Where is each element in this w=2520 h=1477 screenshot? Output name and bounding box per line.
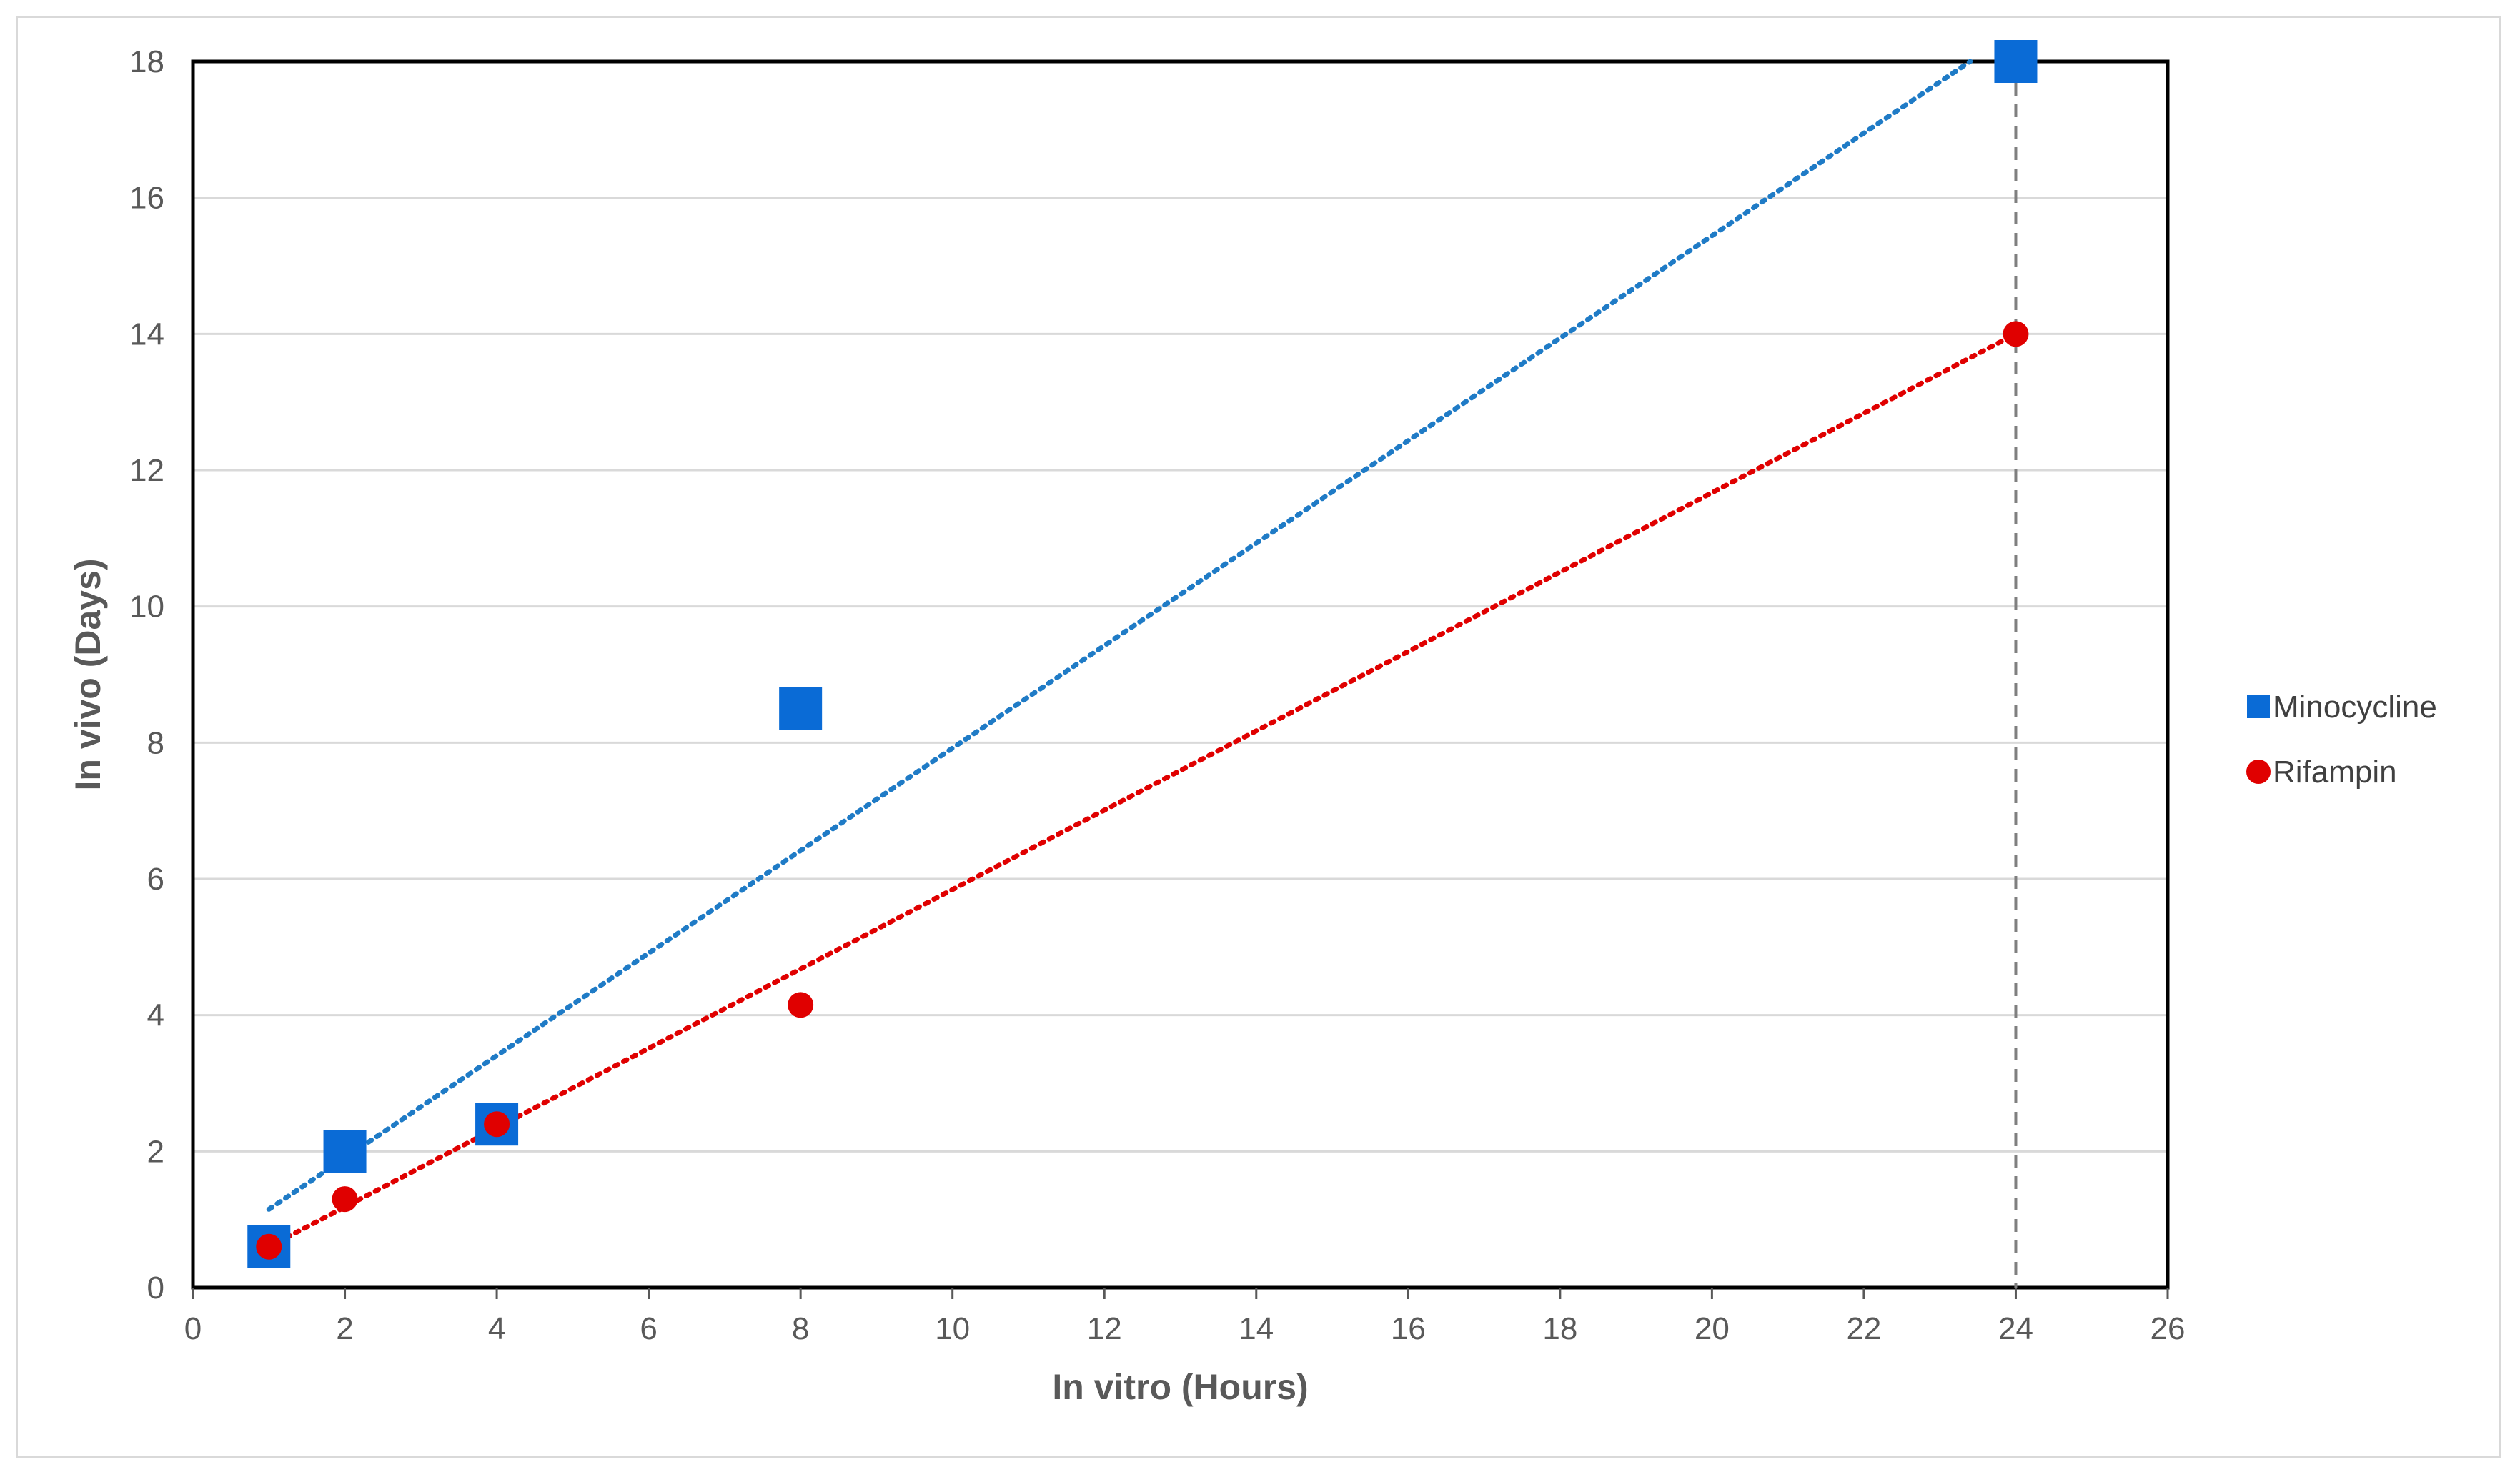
minocycline-point-4	[1994, 40, 2038, 83]
y-tick-label-0: 0	[147, 1270, 164, 1306]
x-tick-label-0: 0	[184, 1311, 202, 1346]
x-tick-label-6: 6	[640, 1311, 657, 1346]
rifampin-point-1	[332, 1186, 358, 1213]
rifampin-point-3	[788, 992, 814, 1018]
x-tick-label-24: 24	[1998, 1311, 2033, 1346]
x-tick-label-18: 18	[1542, 1311, 1577, 1346]
x-tick-label-14: 14	[1239, 1311, 1274, 1346]
y-tick-label-18: 18	[129, 44, 164, 79]
rifampin-point-0	[256, 1233, 282, 1260]
x-tick-label-4: 4	[488, 1311, 505, 1346]
minocycline-point-1	[323, 1130, 367, 1173]
trendline-rifampin	[266, 331, 2018, 1250]
y-axis-title: In vivo (Days)	[68, 558, 108, 790]
x-tick-label-2: 2	[336, 1311, 353, 1346]
y-tick-label-4: 4	[147, 998, 164, 1033]
rifampin-point-4	[2003, 321, 2029, 347]
y-tick-label-2: 2	[147, 1134, 164, 1169]
legend: Minocycline Rifampin	[2246, 690, 2437, 790]
trendlines	[266, 59, 2018, 1250]
x-tick-label-16: 16	[1391, 1311, 1426, 1346]
x-tick-label-20: 20	[1695, 1311, 1730, 1346]
y-axis-ticks: 0 2 4 6 8 10 12 14 16 18	[129, 44, 164, 1306]
x-tick-label-22: 22	[1846, 1311, 1881, 1346]
plot-area-border	[191, 59, 2170, 1290]
legend-label-minocycline: Minocycline	[2273, 690, 2437, 725]
y-tick-label-10: 10	[129, 590, 164, 625]
y-tick-label-8: 8	[147, 725, 164, 760]
data-markers	[247, 40, 2038, 1268]
x-axis-ticks: 0 2 4 6 8 10 12 14 16 18 20 22 24 26	[184, 1288, 2186, 1346]
x-tick-label-26: 26	[2151, 1311, 2186, 1346]
chart-frame	[16, 16, 2501, 1458]
x-tick-label-10: 10	[935, 1311, 970, 1346]
x-axis-title: In vitro (Hours)	[1052, 1367, 1308, 1407]
minocycline-point-3	[779, 687, 823, 730]
legend-label-rifampin: Rifampin	[2273, 755, 2397, 790]
y-tick-label-6: 6	[147, 862, 164, 897]
x-tick-label-12: 12	[1087, 1311, 1122, 1346]
legend-marker-rifampin	[2246, 760, 2271, 784]
y-tick-label-16: 16	[129, 181, 164, 216]
legend-marker-minocycline	[2247, 695, 2270, 718]
x-tick-label-8: 8	[792, 1311, 809, 1346]
trendline-minocycline	[266, 59, 1973, 1212]
y-tick-label-14: 14	[129, 317, 164, 352]
y-tick-label-12: 12	[129, 453, 164, 488]
rifampin-point-2	[484, 1111, 510, 1138]
